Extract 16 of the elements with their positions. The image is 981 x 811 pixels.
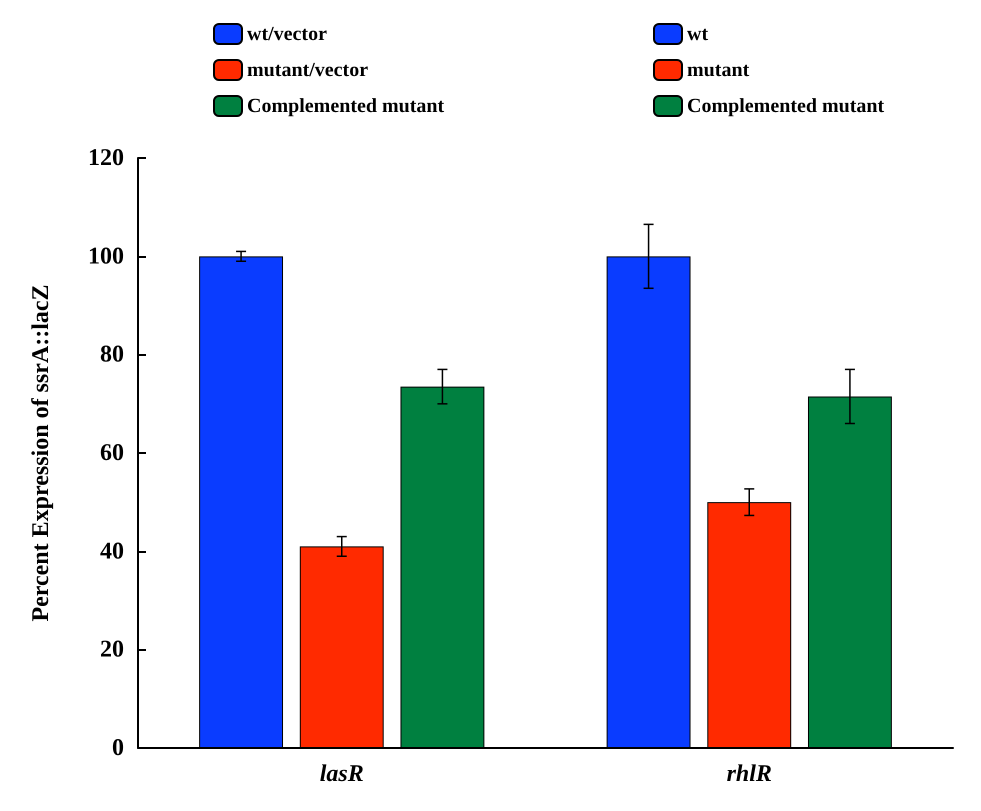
y-tick-label: 120 — [88, 145, 124, 171]
y-tick-label: 80 — [100, 342, 124, 368]
y-tick-label: 40 — [100, 538, 124, 564]
x-tick-label: rhlR — [726, 761, 772, 787]
legend-label: wt/vector — [247, 23, 328, 45]
y-tick-label: 100 — [88, 243, 124, 270]
y-tick-label: 20 — [100, 636, 124, 663]
legend-label: Complemented mutant — [687, 95, 885, 117]
legend-label: Complemented mutant — [247, 95, 445, 117]
legend-label: mutant/vector — [247, 59, 368, 81]
y-tick-label: 0 — [112, 735, 124, 761]
legend-label: mutant — [687, 59, 750, 81]
y-axis-title: Percent Expression of ssrA::lacZ — [28, 284, 54, 622]
y-tick-label: 60 — [100, 440, 124, 466]
x-tick-label: lasR — [320, 761, 364, 787]
legend-label: wt — [687, 23, 708, 45]
